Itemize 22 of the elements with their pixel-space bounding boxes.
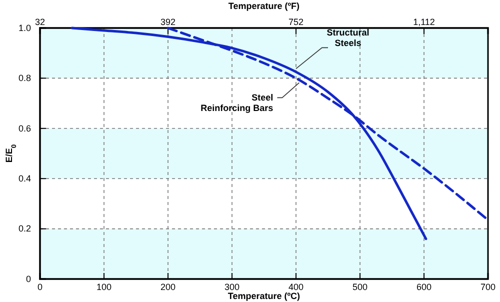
x-tick-label: 0: [37, 282, 43, 292]
x-tick-label: 300: [224, 282, 240, 292]
y-tick-label: 0.8: [18, 73, 31, 84]
x2-tick-label: 32: [34, 17, 46, 27]
annotation: Steel Reinforcing Bars: [200, 92, 274, 114]
annotation: Structural Steels: [326, 28, 370, 48]
x2-tick-label: 1,112: [413, 17, 435, 27]
x-tick-label: 100: [96, 282, 112, 292]
x-axis-title: Temperature (ºC): [228, 291, 300, 301]
x-tick-label: 200: [160, 282, 176, 292]
x-tick-label: 500: [352, 282, 368, 292]
x-tick-label: 700: [480, 282, 496, 292]
x-tick-label: 600: [416, 282, 432, 292]
x-tick-label: 400: [288, 282, 304, 292]
y-tick-label: 1.0: [18, 22, 31, 33]
y-tick-label: 0.4: [18, 173, 31, 184]
x2-tick-label: 392: [160, 17, 176, 27]
x2-axis-title: Temperature (ºF): [228, 1, 300, 11]
y-tick-label: 0.2: [18, 224, 31, 234]
y-tick-label: 0.6: [18, 123, 31, 134]
x2-tick-label: 752: [288, 17, 304, 27]
y-tick-label: 0: [26, 274, 31, 284]
